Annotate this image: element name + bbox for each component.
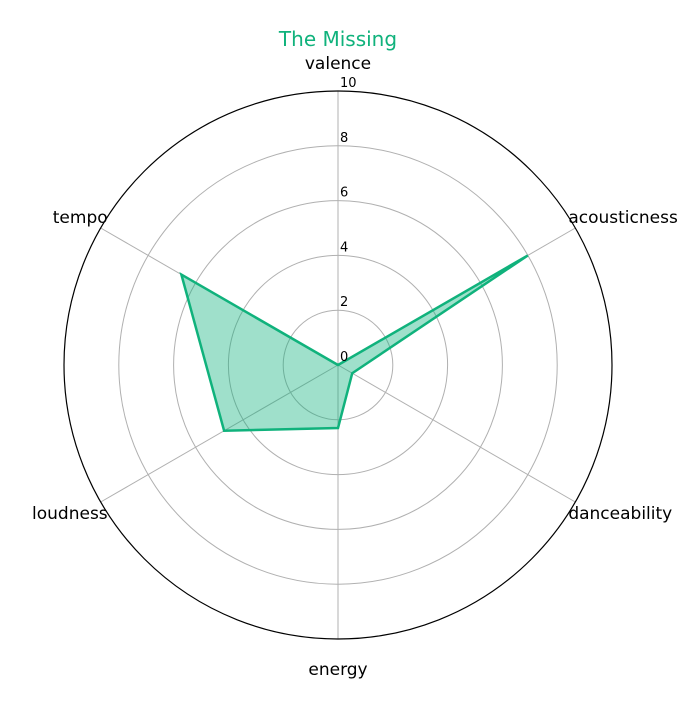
radial-tick-label: 4 [340,240,348,255]
series-fill [181,255,528,431]
radial-tick-label: 6 [340,186,348,201]
axis-label-danceability: danceability [568,504,672,524]
radial-tick-label: 2 [340,295,348,310]
axis-label-tempo: tempo [53,208,108,228]
axis-label-layer: valence acousticness danceability energy lou… [32,54,678,680]
data-layer [179,254,529,433]
axis-label-acousticness: acousticness [568,208,678,228]
tick-layer: 0 2 4 6 8 10 [340,76,357,365]
radial-tick-label: 10 [340,76,357,91]
grid-layer [63,90,613,640]
axis-spoke [337,364,576,503]
radial-tick-label: 0 [340,350,348,365]
axis-spoke [100,364,339,503]
outer-frame [63,90,613,640]
axis-label-valence: valence [305,54,371,74]
axis-label-energy: energy [308,660,367,680]
chart-title: The Missing [278,27,397,51]
axis-label-loudness: loudness [32,504,108,524]
radial-tick-label: 8 [340,131,348,146]
